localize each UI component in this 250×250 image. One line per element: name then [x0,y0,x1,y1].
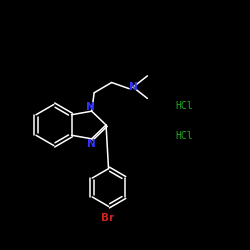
Text: N: N [87,139,96,149]
Text: HCl: HCl [175,131,192,141]
Text: Br: Br [101,212,114,222]
Text: HCl: HCl [175,101,192,111]
Text: N: N [129,82,138,92]
Text: N: N [86,102,95,112]
